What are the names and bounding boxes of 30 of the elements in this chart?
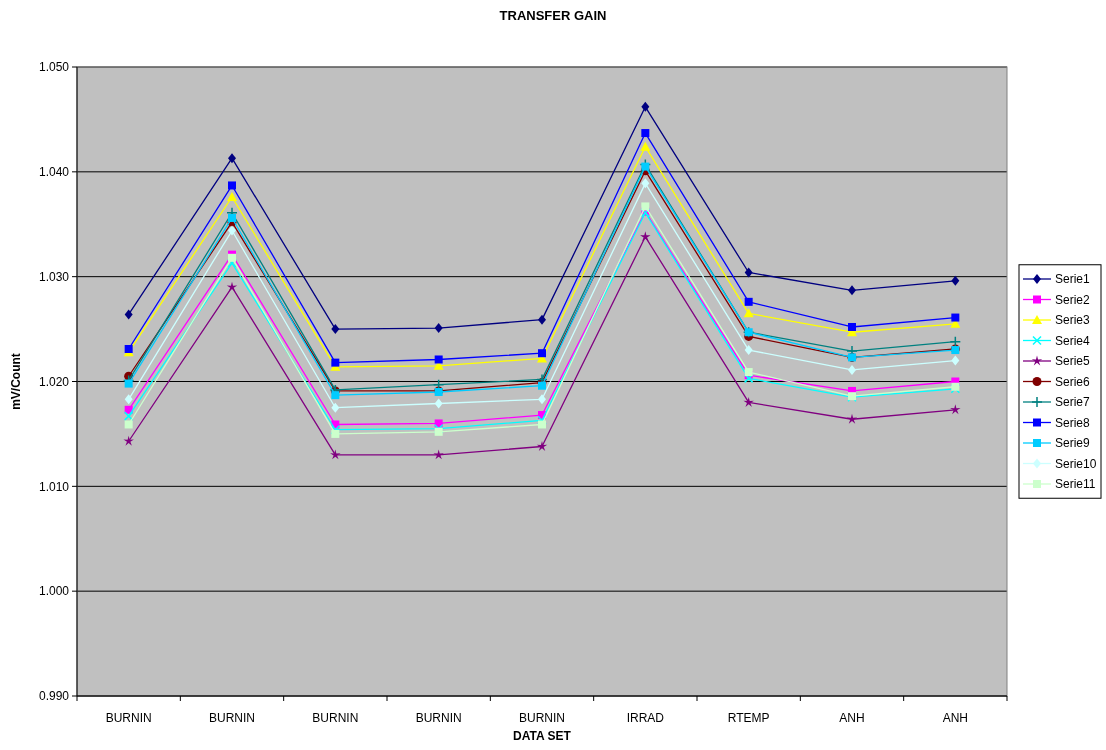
y-tick-label: 0.990 — [38, 689, 70, 704]
y-tick-label: 1.030 — [38, 269, 70, 284]
y-axis-title: mV/Count — [9, 353, 23, 410]
legend-label: Serie2 — [1055, 292, 1091, 307]
legend-label: Serie10 — [1055, 456, 1097, 471]
x-tick-label: BURNIN — [208, 711, 256, 725]
y-tick-label: 1.020 — [38, 374, 70, 389]
y-tick-label: 1.050 — [38, 60, 70, 75]
chart-title: TRANSFER GAIN — [499, 8, 607, 23]
legend-label: Serie8 — [1055, 415, 1091, 430]
legend-label: Serie11 — [1055, 477, 1096, 492]
x-tick-label: BURNIN — [518, 711, 566, 725]
x-tick-label: BURNIN — [312, 711, 359, 725]
legend-label: Serie7 — [1055, 395, 1091, 410]
x-axis-title: DATA SET — [513, 729, 572, 743]
x-tick-label: ANH — [942, 711, 969, 725]
y-tick-label: 1.010 — [38, 479, 70, 494]
x-tick-label: IRRAD — [626, 711, 665, 725]
x-tick-label: ANH — [839, 711, 865, 725]
x-tick-label: BURNIN — [105, 711, 152, 725]
x-tick-label: RTEMP — [727, 711, 770, 725]
legend-label: Serie5 — [1055, 354, 1091, 369]
legend-label: Serie3 — [1055, 313, 1091, 328]
legend-label: Serie6 — [1055, 374, 1091, 389]
legend-label: Serie9 — [1055, 436, 1091, 451]
y-tick-label: 1.000 — [38, 584, 70, 599]
legend-label: Serie1 — [1055, 272, 1091, 287]
legend-label: Serie4 — [1055, 333, 1091, 348]
x-tick-label: BURNIN — [415, 711, 462, 725]
y-tick-label: 1.040 — [38, 165, 70, 180]
